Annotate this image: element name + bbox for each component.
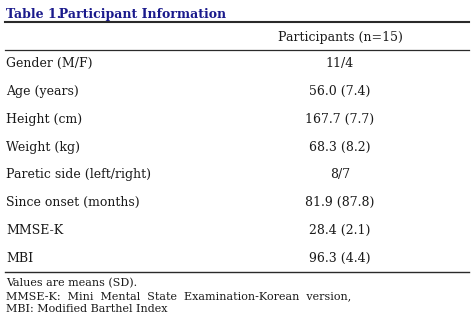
Text: Paretic side (left/right): Paretic side (left/right) bbox=[6, 168, 151, 181]
Text: Participants (n=15): Participants (n=15) bbox=[278, 31, 402, 43]
Text: 167.7 (7.7): 167.7 (7.7) bbox=[305, 113, 374, 126]
Text: Table 1.: Table 1. bbox=[6, 8, 61, 21]
Text: 56.0 (7.4): 56.0 (7.4) bbox=[310, 85, 371, 98]
Text: 68.3 (8.2): 68.3 (8.2) bbox=[309, 141, 371, 154]
Text: MBI: Modified Barthel Index: MBI: Modified Barthel Index bbox=[6, 304, 167, 314]
Text: MBI: MBI bbox=[6, 251, 33, 265]
Text: Age (years): Age (years) bbox=[6, 85, 79, 98]
Text: Values are means (SD).: Values are means (SD). bbox=[6, 278, 137, 288]
Text: Height (cm): Height (cm) bbox=[6, 113, 82, 126]
Text: MMSE-K:  Mini  Mental  State  Examination-Korean  version,: MMSE-K: Mini Mental State Examination-Ko… bbox=[6, 291, 351, 301]
Text: Participant Information: Participant Information bbox=[50, 8, 226, 21]
Text: 11/4: 11/4 bbox=[326, 57, 354, 71]
Text: Weight (kg): Weight (kg) bbox=[6, 141, 80, 154]
Text: 28.4 (2.1): 28.4 (2.1) bbox=[310, 224, 371, 237]
Text: MMSE-K: MMSE-K bbox=[6, 224, 63, 237]
Text: Since onset (months): Since onset (months) bbox=[6, 196, 140, 209]
Text: Gender (M/F): Gender (M/F) bbox=[6, 57, 92, 71]
Text: 8/7: 8/7 bbox=[330, 168, 350, 181]
Text: 96.3 (4.4): 96.3 (4.4) bbox=[309, 251, 371, 265]
Text: 81.9 (87.8): 81.9 (87.8) bbox=[305, 196, 374, 209]
